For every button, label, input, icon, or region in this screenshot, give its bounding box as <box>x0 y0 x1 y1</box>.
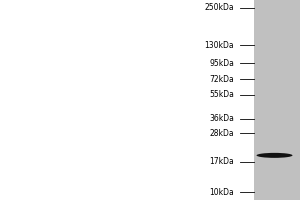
Text: 28kDa: 28kDa <box>209 129 234 138</box>
Text: 95kDa: 95kDa <box>209 59 234 68</box>
Text: 17kDa: 17kDa <box>209 157 234 166</box>
Ellipse shape <box>256 153 292 158</box>
Text: 10kDa: 10kDa <box>209 188 234 197</box>
Text: 130kDa: 130kDa <box>204 41 234 50</box>
Text: 55kDa: 55kDa <box>209 90 234 99</box>
Text: 36kDa: 36kDa <box>209 114 234 123</box>
Text: 72kDa: 72kDa <box>209 75 234 84</box>
Bar <box>254 0 300 200</box>
Text: 250kDa: 250kDa <box>204 3 234 12</box>
